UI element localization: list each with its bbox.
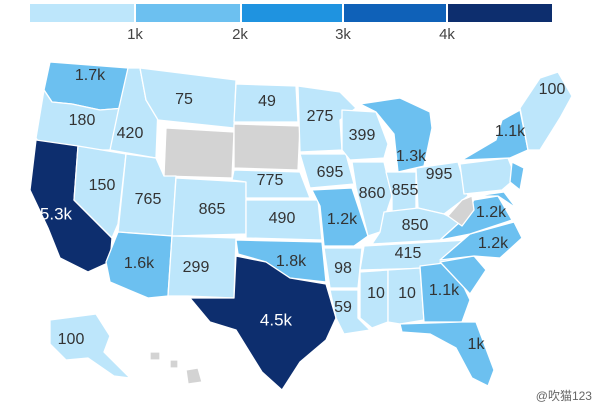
state-label-mo: 1.2k bbox=[326, 211, 358, 228]
state-oh bbox=[415, 161, 469, 215]
state-label-ny: 1.1k bbox=[494, 123, 526, 140]
state-mn bbox=[297, 85, 357, 153]
state-tx bbox=[189, 255, 337, 391]
state-label-mt: 75 bbox=[175, 91, 193, 108]
state-label-nc: 1.2k bbox=[477, 235, 509, 252]
state-label-la: 59 bbox=[334, 299, 352, 316]
watermark: @吹猫123 bbox=[535, 389, 592, 403]
state-label-ga: 1.1k bbox=[428, 282, 460, 299]
state-wy bbox=[163, 127, 235, 179]
state-label-ms: 10 bbox=[367, 285, 385, 302]
legend-swatch-3 bbox=[242, 4, 342, 22]
state-sd bbox=[233, 123, 301, 171]
state-nm bbox=[167, 235, 237, 299]
state-ms bbox=[359, 269, 389, 329]
state-sc bbox=[439, 255, 487, 295]
state-label-nd: 49 bbox=[258, 93, 276, 110]
state-label-mi: 1.3k bbox=[395, 148, 427, 165]
state-label-il: 860 bbox=[358, 185, 386, 202]
state-hi bbox=[149, 351, 203, 385]
state-mt bbox=[139, 67, 237, 129]
state-nd bbox=[233, 83, 299, 123]
state-label-nv: 150 bbox=[88, 177, 116, 194]
state-label-ar: 98 bbox=[334, 260, 352, 277]
legend-swatch-4 bbox=[344, 4, 446, 22]
state-label-mn: 275 bbox=[306, 108, 334, 125]
state-label-co: 865 bbox=[198, 201, 226, 218]
state-label-ca: 5.3k bbox=[39, 204, 73, 224]
legend-tick-1k: 1k bbox=[127, 26, 143, 43]
state-label-or: 180 bbox=[68, 112, 96, 129]
state-mo bbox=[311, 187, 369, 247]
legend-tick-3k: 3k bbox=[335, 26, 351, 43]
state-label-al: 10 bbox=[398, 285, 416, 302]
state-ne bbox=[231, 169, 311, 199]
state-ia bbox=[299, 153, 355, 189]
state-label-ks: 490 bbox=[268, 210, 296, 227]
state-md bbox=[475, 191, 517, 209]
state-label-ne: 775 bbox=[256, 172, 284, 189]
state-label-ia: 695 bbox=[316, 164, 344, 181]
state-label-ut: 765 bbox=[134, 191, 162, 208]
state-label-tn: 415 bbox=[394, 245, 422, 262]
legend-swatch-5 bbox=[448, 4, 552, 22]
state-ar bbox=[323, 247, 363, 289]
state-pa bbox=[459, 157, 517, 195]
legend-swatch-1 bbox=[30, 4, 134, 22]
state-fl bbox=[399, 321, 495, 387]
state-ks bbox=[245, 199, 323, 241]
state-wv bbox=[447, 195, 475, 227]
state-nv bbox=[73, 145, 127, 239]
state-new-england bbox=[519, 71, 573, 151]
state-label-id: 420 bbox=[116, 125, 144, 142]
state-label-va: 1.2k bbox=[475, 204, 507, 221]
state-label-ne6: 100 bbox=[538, 81, 566, 98]
state-la bbox=[329, 289, 371, 335]
legend-tick-2k: 2k bbox=[232, 26, 248, 43]
state-label-nm: 299 bbox=[182, 259, 210, 276]
state-mi bbox=[359, 97, 433, 173]
state-label-wa: 1.7k bbox=[74, 67, 106, 84]
state-label-fl: 1k bbox=[467, 336, 485, 353]
color-legend: 1k 2k 3k 4k bbox=[0, 0, 600, 48]
legend-tick-4k: 4k bbox=[439, 26, 455, 43]
state-label-in: 855 bbox=[391, 182, 419, 199]
state-nj bbox=[509, 161, 525, 191]
state-label-wi: 399 bbox=[348, 127, 376, 144]
state-al bbox=[387, 267, 425, 325]
state-label-tx: 4.5k bbox=[259, 310, 293, 330]
state-label-az: 1.6k bbox=[123, 255, 155, 272]
state-ak bbox=[49, 313, 131, 379]
state-label-ky: 850 bbox=[401, 217, 429, 234]
state-label-oh: 995 bbox=[425, 166, 453, 183]
state-label-ak: 100 bbox=[57, 331, 85, 348]
state-label-ok: 1.8k bbox=[275, 253, 307, 270]
legend-swatch-2 bbox=[136, 4, 240, 22]
